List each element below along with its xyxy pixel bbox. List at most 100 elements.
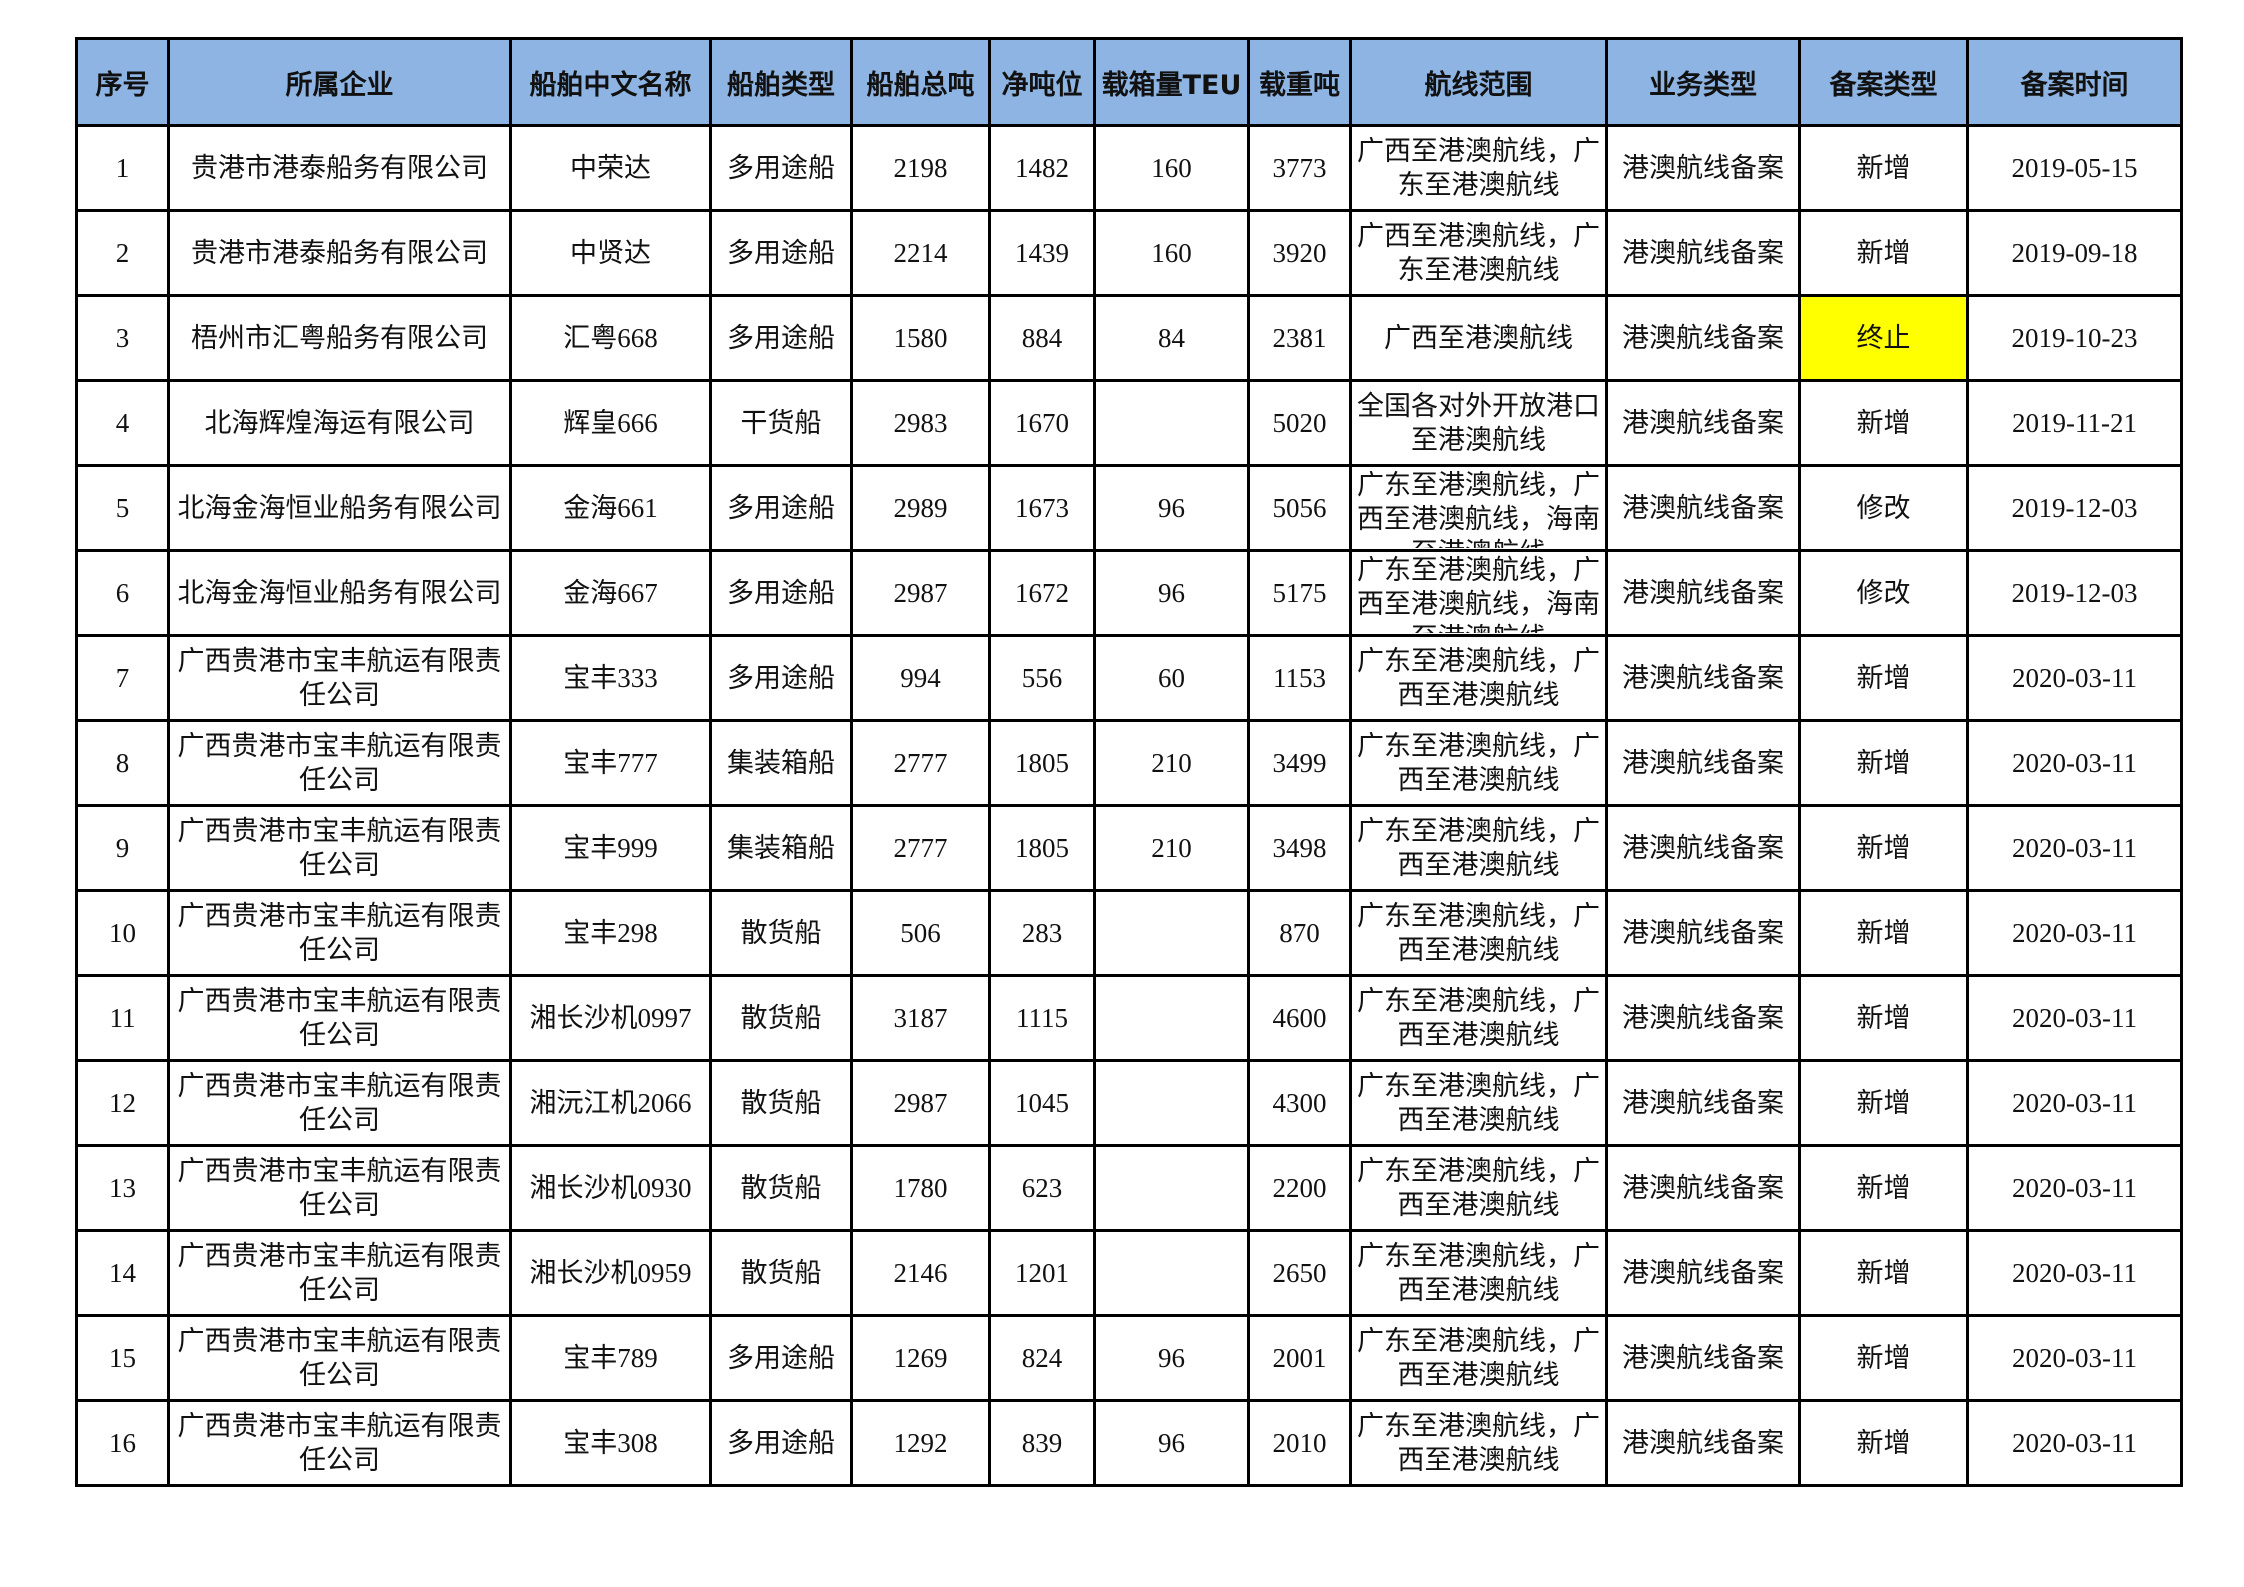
cell-text: 160 [1151, 153, 1192, 183]
cell-text: 广东至港澳航线，广西至港澳航线 [1357, 646, 1600, 710]
cell-text: 994 [900, 663, 941, 693]
cell-ship-name: 金海667 [509, 549, 712, 637]
cell-gross-tonnage: 1292 [850, 1399, 991, 1487]
cell-filing-type: 新增 [1798, 634, 1969, 722]
cell-text: 5 [115, 493, 130, 523]
cell-route-scope: 广东至港澳航线，广西至港澳航线 [1349, 634, 1608, 722]
cell-index: 12 [75, 1059, 170, 1147]
cell-company: 北海金海恒业船务有限公司 [167, 464, 512, 552]
cell-business-type: 港澳航线备案 [1605, 1059, 1801, 1147]
table-row: 13 广西贵港市宝丰航运有限责任公司 湘长沙机0930 散货船 1780 623 2200 广… [75, 1144, 2183, 1232]
cell-gross-tonnage: 2777 [850, 719, 991, 807]
cell-deadweight: 3498 [1247, 804, 1352, 892]
cell-text: 3773 [1272, 153, 1327, 183]
cell-ship-type: 散货船 [709, 1059, 853, 1147]
cell-text: 广东至港澳航线，广西至港澳航线 [1357, 1071, 1600, 1135]
cell-filing-date: 2019-12-03 [1966, 549, 2183, 637]
cell-text: 港澳航线备案 [1622, 1258, 1784, 1288]
cell-text: 210 [1151, 748, 1192, 778]
cell-teu-capacity: 96 [1093, 1314, 1250, 1402]
cell-text: 1805 [1015, 748, 1069, 778]
table-row: 14 广西贵港市宝丰航运有限责任公司 湘长沙机0959 散货船 2146 1201 2650… [75, 1229, 2183, 1317]
cell-text: 全国各对外开放港口至港澳航线 [1357, 391, 1600, 455]
cell-text: 北海辉煌海运有限公司 [204, 408, 475, 438]
cell-business-type: 港澳航线备案 [1605, 1314, 1801, 1402]
cell-text: 港澳航线备案 [1622, 1003, 1784, 1033]
cell-text: 96 [1158, 1428, 1185, 1458]
cell-text: 广西贵港市宝丰航运有限责任公司 [177, 986, 502, 1050]
cell-deadweight: 4300 [1247, 1059, 1352, 1147]
cell-text: 金海667 [563, 578, 658, 608]
cell-text: 修改 [1856, 493, 1911, 523]
table-row: 3 梧州市汇粤船务有限公司 汇粤668 多用途船 1580 884 84 2381 广西至港澳航… [75, 294, 2183, 382]
cell-text: 新增 [1856, 663, 1911, 693]
cell-deadweight: 2381 [1247, 294, 1352, 382]
cell-text: 1045 [1015, 1088, 1069, 1118]
cell-text: 港澳航线备案 [1622, 238, 1784, 268]
cell-index: 8 [75, 719, 170, 807]
cell-deadweight: 2650 [1247, 1229, 1352, 1317]
cell-gross-tonnage: 2989 [850, 464, 991, 552]
cell-ship-type: 多用途船 [709, 634, 853, 722]
cell-text: 824 [1021, 1343, 1063, 1373]
cell-net-tonnage: 283 [988, 889, 1096, 977]
cell-filing-date: 2020-03-11 [1966, 1229, 2183, 1317]
cell-teu-capacity: 160 [1093, 209, 1250, 297]
cell-text: 9 [115, 833, 130, 863]
cell-text: 多用途船 [727, 663, 835, 693]
cell-text: 5056 [1272, 493, 1327, 523]
cell-text: 金海661 [563, 493, 658, 523]
ship-filing-table: 序号 所属企业 船舶中文名称 船舶类型 船舶总吨 净吨位 载箱量TEU 载重吨 航线范围 业务类型… [75, 37, 2183, 1487]
cell-ship-type: 多用途船 [709, 1314, 853, 1402]
cell-text: 3920 [1272, 238, 1327, 268]
cell-text: 623 [1021, 1173, 1063, 1203]
cell-text: 4300 [1272, 1088, 1327, 1118]
cell-company: 北海金海恒业船务有限公司 [167, 549, 512, 637]
cell-filing-date: 2020-03-11 [1966, 974, 2183, 1062]
cell-index: 14 [75, 1229, 170, 1317]
cell-net-tonnage: 623 [988, 1144, 1096, 1232]
cell-filing-date: 2019-12-03 [1966, 464, 2183, 552]
cell-text: 中荣达 [570, 153, 651, 183]
cell-text: 2019-11-21 [2012, 408, 2137, 438]
cell-route-scope: 广东至港澳航线，广西至港澳航线 [1349, 1399, 1608, 1487]
cell-text: 新增 [1856, 1343, 1911, 1373]
cell-filing-date: 2020-03-11 [1966, 1399, 2183, 1487]
cell-text: 贵港市港泰船务有限公司 [191, 153, 488, 183]
header-ship-name: 船舶中文名称 [509, 37, 712, 127]
cell-ship-name: 湘长沙机0959 [509, 1229, 712, 1317]
cell-text: 港澳航线备案 [1622, 1173, 1784, 1203]
cell-gross-tonnage: 2987 [850, 549, 991, 637]
cell-text: 广西至港澳航线，广东至港澳航线 [1357, 221, 1600, 285]
cell-filing-type: 新增 [1798, 889, 1969, 977]
cell-business-type: 港澳航线备案 [1605, 124, 1801, 212]
table-row: 12 广西贵港市宝丰航运有限责任公司 湘沅江机2066 散货船 2987 1045 4300… [75, 1059, 2183, 1147]
cell-index: 7 [75, 634, 170, 722]
cell-text: 广西贵港市宝丰航运有限责任公司 [177, 1071, 502, 1135]
cell-teu-capacity: 60 [1093, 634, 1250, 722]
cell-filing-date: 2019-11-21 [1966, 379, 2183, 467]
cell-route-scope: 全国各对外开放港口至港澳航线 [1349, 379, 1608, 467]
cell-text: 1670 [1015, 408, 1069, 438]
cell-text: 2214 [893, 238, 948, 268]
cell-business-type: 港澳航线备案 [1605, 889, 1801, 977]
cell-text: 新增 [1856, 408, 1911, 438]
cell-ship-name: 辉皇666 [509, 379, 712, 467]
cell-index: 4 [75, 379, 170, 467]
cell-filing-type: 修改 [1798, 549, 1969, 637]
table-row: 9 广西贵港市宝丰航运有限责任公司 宝丰999 集装箱船 2777 1805 210 3498… [75, 804, 2183, 892]
table-row: 15 广西贵港市宝丰航运有限责任公司 宝丰789 多用途船 1269 824 96 2001 广… [75, 1314, 2183, 1402]
cell-text: 160 [1151, 238, 1192, 268]
cell-text: 2020-03-11 [2012, 1428, 2137, 1458]
cell-text: 2650 [1272, 1258, 1327, 1288]
cell-filing-type: 新增 [1798, 379, 1969, 467]
cell-text: 广西贵港市宝丰航运有限责任公司 [177, 1156, 502, 1220]
cell-text: 广东至港澳航线，广西至港澳航线 [1357, 1326, 1600, 1390]
cell-text: 556 [1021, 663, 1063, 693]
cell-business-type: 港澳航线备案 [1605, 974, 1801, 1062]
cell-filing-type: 新增 [1798, 1059, 1969, 1147]
cell-route-scope: 广西至港澳航线 [1349, 294, 1608, 382]
header-teu-capacity: 载箱量TEU [1093, 37, 1250, 127]
cell-route-scope: 广东至港澳航线，广西至港澳航线 [1349, 974, 1608, 1062]
cell-filing-date: 2019-10-23 [1966, 294, 2183, 382]
